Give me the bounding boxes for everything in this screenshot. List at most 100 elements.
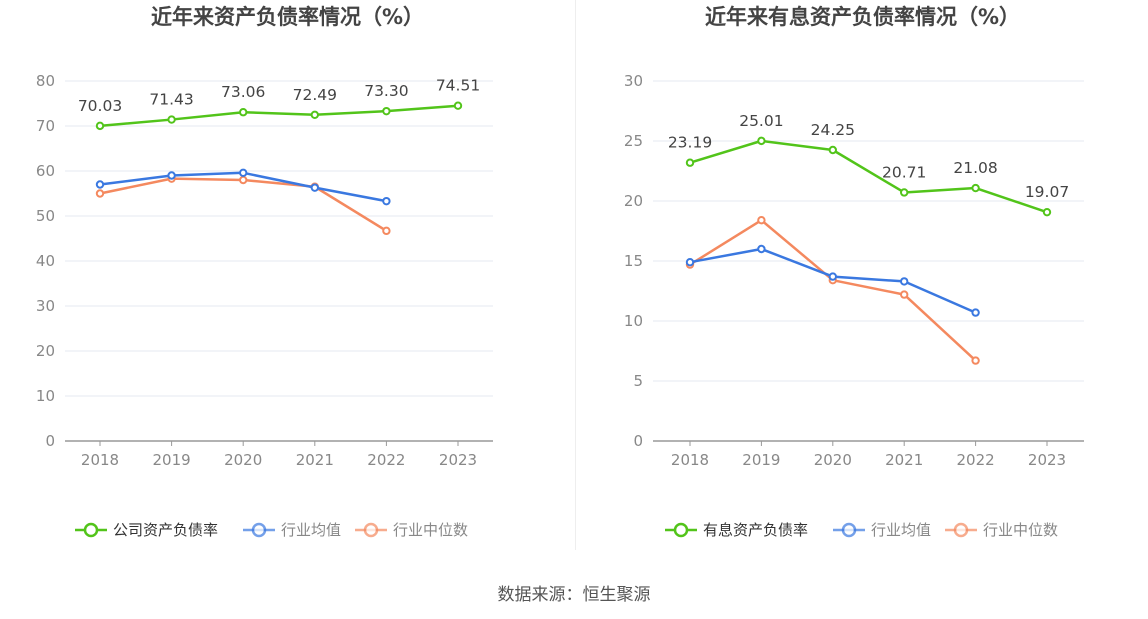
series-1 <box>685 244 980 317</box>
y-tick-label: 30 <box>624 72 643 90</box>
x-tick-label: 2018 <box>671 451 709 469</box>
y-tick-label: 10 <box>624 312 643 330</box>
data-point <box>310 110 319 119</box>
x-tick-label: 2023 <box>439 451 477 469</box>
series-line <box>99 177 388 232</box>
panel-divider <box>575 0 576 550</box>
legend-label: 公司资产负债率 <box>113 521 218 539</box>
data-point <box>685 258 695 267</box>
legend-label: 行业中位数 <box>983 521 1058 539</box>
data-label: 20.71 <box>882 163 926 181</box>
x-tick-label: 2020 <box>814 451 852 469</box>
x-tick-label: 2019 <box>153 451 191 469</box>
chart-title: 近年来有息资产负债率情况（%） <box>704 5 1021 29</box>
series-line <box>99 104 459 128</box>
chart-panel-debt-ratio: 近年来资产负债率情况（%） 0 10 20 30 40 50 60 70 80 2018 2019 2… <box>0 0 575 560</box>
data-point <box>382 226 391 236</box>
data-point <box>95 121 105 131</box>
legend-marker <box>953 522 969 538</box>
data-point <box>971 356 980 365</box>
legend-item-0: 公司资产负债率 <box>75 521 218 539</box>
y-tick-label: 15 <box>624 252 643 270</box>
legend-item-2: 行业中位数 <box>945 521 1058 539</box>
y-tick-label: 50 <box>36 207 55 225</box>
series-line <box>689 139 1048 214</box>
data-point <box>310 183 319 192</box>
legend-item-2: 行业中位数 <box>355 521 468 539</box>
data-point <box>167 171 176 180</box>
data-point <box>900 277 909 286</box>
y-tick-label: 40 <box>36 252 55 270</box>
legend-marker <box>363 522 379 538</box>
y-tick-label: 0 <box>45 432 55 450</box>
data-label: 70.03 <box>78 97 122 115</box>
x-tick-label: 2020 <box>224 451 262 469</box>
x-tick-label: 2021 <box>885 451 923 469</box>
x-tick-label: 2022 <box>367 451 405 469</box>
data-point <box>971 308 980 317</box>
data-point <box>1042 207 1052 217</box>
legend-label: 行业中位数 <box>393 521 468 539</box>
x-tick-label: 2023 <box>1028 451 1066 469</box>
data-source: 数据来源：恒生聚源 <box>497 585 651 605</box>
chart-title: 近年来资产负债率情况（%） <box>150 5 425 29</box>
y-tick-label: 25 <box>624 132 643 150</box>
legend-label: 有息资产负债率 <box>703 521 808 539</box>
legend-marker <box>673 522 689 538</box>
y-tick-label: 10 <box>36 387 55 405</box>
legend-item-1: 行业均值 <box>833 521 931 539</box>
y-tick-label: 70 <box>36 117 55 135</box>
y-tick-label: 20 <box>624 192 643 210</box>
legend-label: 行业均值 <box>871 521 931 539</box>
data-label: 71.43 <box>149 91 193 109</box>
data-point <box>900 188 909 197</box>
data-point <box>757 136 766 146</box>
data-point <box>453 101 463 110</box>
data-point <box>95 189 105 198</box>
series-0: 70.03 71.43 73.06 72.49 73.30 74.51 <box>78 77 480 131</box>
data-label: 24.25 <box>811 121 855 139</box>
y-tick-label: 60 <box>36 162 55 180</box>
data-point <box>239 175 248 185</box>
y-tick-label: 5 <box>633 372 643 390</box>
data-point <box>971 183 980 193</box>
x-tick-label: 2022 <box>957 451 995 469</box>
data-label: 73.30 <box>364 82 408 100</box>
legend-label: 行业均值 <box>281 521 341 539</box>
data-point <box>239 168 248 178</box>
data-point <box>239 108 248 117</box>
data-label: 72.49 <box>293 86 337 104</box>
data-point <box>757 244 766 254</box>
data-point <box>757 216 766 225</box>
data-point <box>382 106 391 116</box>
data-point <box>828 272 838 281</box>
chart-panel-interest-debt-ratio: 近年来有息资产负债率情况（%） 0 5 10 15 20 25 30 2018 2019 2020… <box>577 0 1148 560</box>
data-point <box>685 158 695 167</box>
series-line <box>689 218 977 362</box>
line-chart-interest-debt-ratio: 0 5 10 15 20 25 30 2018 2019 2020 2021 2022 2023 23.1… <box>624 72 1084 539</box>
data-point <box>95 180 105 189</box>
y-tick-label: 30 <box>36 297 55 315</box>
legend-marker <box>251 522 267 538</box>
data-label: 25.01 <box>739 112 783 130</box>
legend-item-0: 有息资产负债率 <box>665 521 808 539</box>
data-label: 74.51 <box>436 77 480 95</box>
legend-item-1: 行业均值 <box>243 521 341 539</box>
data-label: 23.19 <box>668 134 712 152</box>
data-label: 73.06 <box>221 83 265 101</box>
series-0: 23.19 25.01 24.25 20.71 21.08 19.07 <box>668 112 1069 217</box>
data-point <box>382 196 391 206</box>
y-tick-label: 0 <box>633 432 643 450</box>
x-tick-label: 2019 <box>742 451 780 469</box>
data-label: 21.08 <box>953 159 997 177</box>
line-chart-debt-ratio: 0 10 20 30 40 50 60 70 80 2018 2019 2020 2021 2022 202… <box>36 72 493 539</box>
legend-marker <box>83 522 99 538</box>
y-tick-label: 80 <box>36 72 55 90</box>
y-tick-label: 20 <box>36 342 55 360</box>
legend-marker <box>841 522 857 538</box>
series-2 <box>95 174 391 236</box>
series-2 <box>685 216 980 365</box>
data-label: 19.07 <box>1025 183 1069 201</box>
data-point <box>900 290 909 299</box>
data-point <box>828 145 838 155</box>
